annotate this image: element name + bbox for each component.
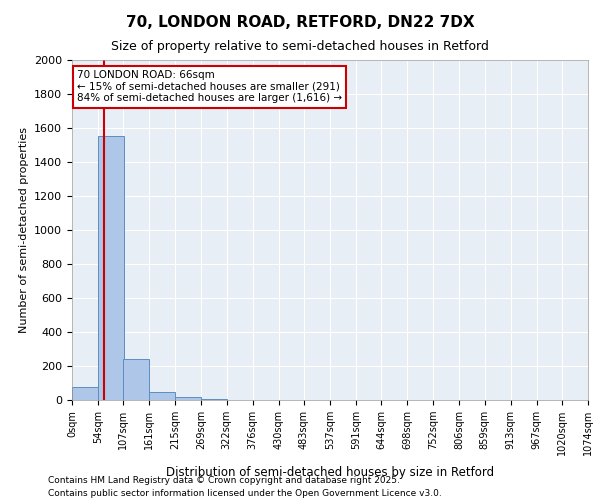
Bar [124, 359, 149, 400]
Y-axis label: Number of semi-detached properties: Number of semi-detached properties [19, 127, 29, 333]
Bar [201, 399, 227, 400]
Bar [149, 392, 175, 400]
X-axis label: Distribution of semi-detached houses by size in Retford: Distribution of semi-detached houses by … [166, 466, 494, 479]
Text: Contains HM Land Registry data © Crown copyright and database right 2025.: Contains HM Land Registry data © Crown c… [48, 476, 400, 485]
Text: Size of property relative to semi-detached houses in Retford: Size of property relative to semi-detach… [111, 40, 489, 53]
Text: 70 LONDON ROAD: 66sqm
← 15% of semi-detached houses are smaller (291)
84% of sem: 70 LONDON ROAD: 66sqm ← 15% of semi-deta… [77, 70, 342, 103]
Bar [175, 397, 201, 400]
Bar [98, 136, 124, 400]
Bar [72, 387, 98, 400]
Text: Contains public sector information licensed under the Open Government Licence v3: Contains public sector information licen… [48, 488, 442, 498]
Text: 70, LONDON ROAD, RETFORD, DN22 7DX: 70, LONDON ROAD, RETFORD, DN22 7DX [125, 15, 475, 30]
